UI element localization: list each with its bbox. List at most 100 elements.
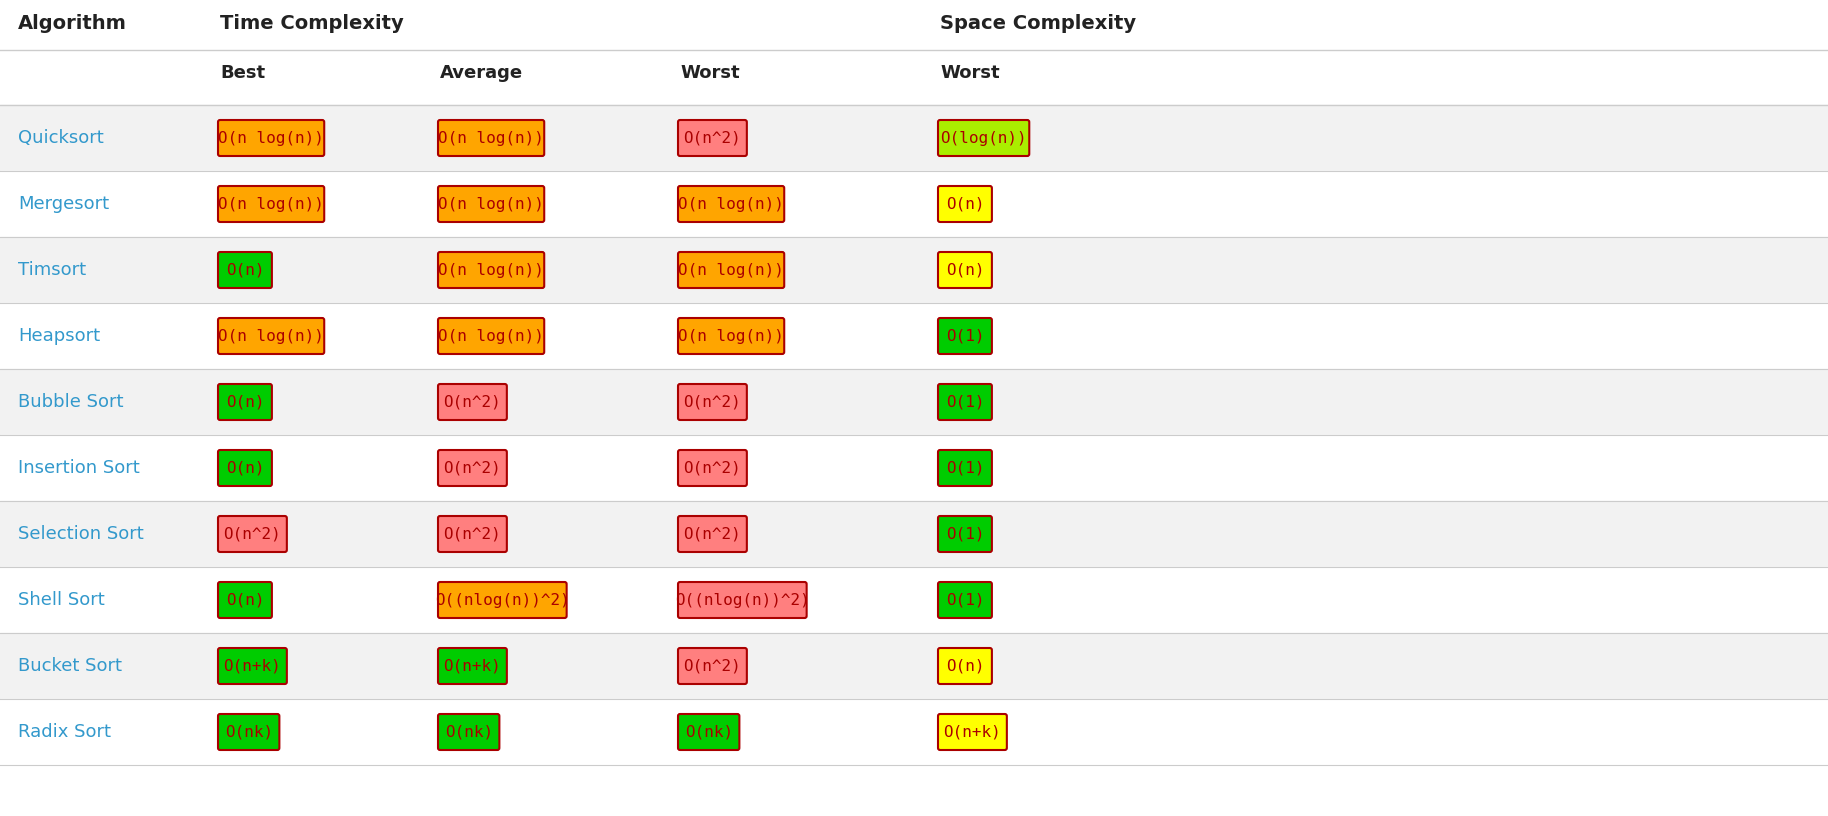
Text: O(1): O(1) [945,460,983,476]
Bar [0,435,1828,501]
FancyBboxPatch shape [938,450,993,486]
FancyBboxPatch shape [678,648,748,684]
Text: O(1): O(1) [945,592,983,607]
FancyBboxPatch shape [439,714,499,750]
Text: O(n log(n)): O(n log(n)) [439,197,545,211]
FancyBboxPatch shape [439,318,545,354]
FancyBboxPatch shape [678,186,784,222]
FancyBboxPatch shape [218,384,272,420]
FancyBboxPatch shape [678,120,748,156]
Text: O(n^2): O(n^2) [684,394,742,410]
FancyBboxPatch shape [218,582,272,618]
Text: O((nlog(n))^2): O((nlog(n))^2) [675,592,810,607]
Text: Bucket Sort: Bucket Sort [18,657,122,675]
Text: O(nk): O(nk) [444,725,494,739]
Text: O(n log(n)): O(n log(n)) [439,329,545,344]
FancyBboxPatch shape [218,252,272,288]
Text: Bubble Sort: Bubble Sort [18,393,124,411]
Bar [0,567,1828,633]
FancyBboxPatch shape [938,648,993,684]
FancyBboxPatch shape [218,318,324,354]
FancyBboxPatch shape [678,450,748,486]
FancyBboxPatch shape [938,252,993,288]
Text: O(nk): O(nk) [225,725,272,739]
Bar [0,303,1828,369]
Text: O(n^2): O(n^2) [684,131,742,145]
Text: O(1): O(1) [945,526,983,542]
FancyBboxPatch shape [938,714,1007,750]
Text: O(n): O(n) [945,659,983,673]
Text: O(n^2): O(n^2) [223,526,282,542]
FancyBboxPatch shape [678,582,806,618]
Text: O(n): O(n) [225,460,265,476]
Text: O(n^2): O(n^2) [444,526,501,542]
Text: O(n^2): O(n^2) [684,526,742,542]
FancyBboxPatch shape [678,252,784,288]
Text: O(n log(n)): O(n log(n)) [678,263,784,277]
FancyBboxPatch shape [938,186,993,222]
Text: O(n): O(n) [945,263,983,277]
FancyBboxPatch shape [218,450,272,486]
FancyBboxPatch shape [439,582,567,618]
Text: O(n^2): O(n^2) [444,394,501,410]
FancyBboxPatch shape [218,120,324,156]
Text: O(n log(n)): O(n log(n)) [439,263,545,277]
Bar [0,633,1828,699]
FancyBboxPatch shape [678,714,739,750]
Text: Mergesort: Mergesort [18,195,110,213]
Text: O(log(n)): O(log(n)) [940,131,1027,145]
Text: O(1): O(1) [945,394,983,410]
Text: O(n log(n)): O(n log(n)) [439,131,545,145]
Text: O(n): O(n) [225,394,265,410]
Text: O(n log(n)): O(n log(n)) [218,329,324,344]
Text: O(n+k): O(n+k) [444,659,501,673]
Text: O((nlog(n))^2): O((nlog(n))^2) [435,592,570,607]
Bar [0,369,1828,435]
Text: O(n log(n)): O(n log(n)) [678,329,784,344]
Text: Selection Sort: Selection Sort [18,525,144,543]
Text: Algorithm: Algorithm [18,14,126,33]
Text: O(n+k): O(n+k) [943,725,1002,739]
FancyBboxPatch shape [439,384,506,420]
Text: Worst: Worst [940,64,1000,82]
FancyBboxPatch shape [218,648,287,684]
Text: Insertion Sort: Insertion Sort [18,459,139,477]
Text: Quicksort: Quicksort [18,129,104,147]
FancyBboxPatch shape [439,186,545,222]
Text: Shell Sort: Shell Sort [18,591,104,609]
Text: O(n): O(n) [945,197,983,211]
FancyBboxPatch shape [938,516,993,552]
Text: O(n): O(n) [225,263,265,277]
FancyBboxPatch shape [439,516,506,552]
FancyBboxPatch shape [439,450,506,486]
Text: O(n+k): O(n+k) [223,659,282,673]
Text: O(n^2): O(n^2) [684,460,742,476]
FancyBboxPatch shape [678,516,748,552]
Text: Average: Average [441,64,523,82]
Text: Time Complexity: Time Complexity [219,14,404,33]
Bar [0,171,1828,237]
Text: Space Complexity: Space Complexity [940,14,1137,33]
FancyBboxPatch shape [439,120,545,156]
Text: Worst: Worst [680,64,740,82]
Bar [0,237,1828,303]
FancyBboxPatch shape [938,582,993,618]
Text: O(n^2): O(n^2) [684,659,742,673]
Text: O(n log(n)): O(n log(n)) [218,131,324,145]
FancyBboxPatch shape [439,252,545,288]
Text: Timsort: Timsort [18,261,86,279]
FancyBboxPatch shape [678,384,748,420]
FancyBboxPatch shape [218,516,287,552]
FancyBboxPatch shape [938,120,1029,156]
FancyBboxPatch shape [678,318,784,354]
Bar [0,105,1828,171]
Text: O(n log(n)): O(n log(n)) [218,197,324,211]
FancyBboxPatch shape [218,714,280,750]
FancyBboxPatch shape [938,318,993,354]
Text: O(nk): O(nk) [686,725,733,739]
Text: Heapsort: Heapsort [18,327,101,345]
FancyBboxPatch shape [938,384,993,420]
FancyBboxPatch shape [439,648,506,684]
Text: Radix Sort: Radix Sort [18,723,112,741]
Bar [0,501,1828,567]
